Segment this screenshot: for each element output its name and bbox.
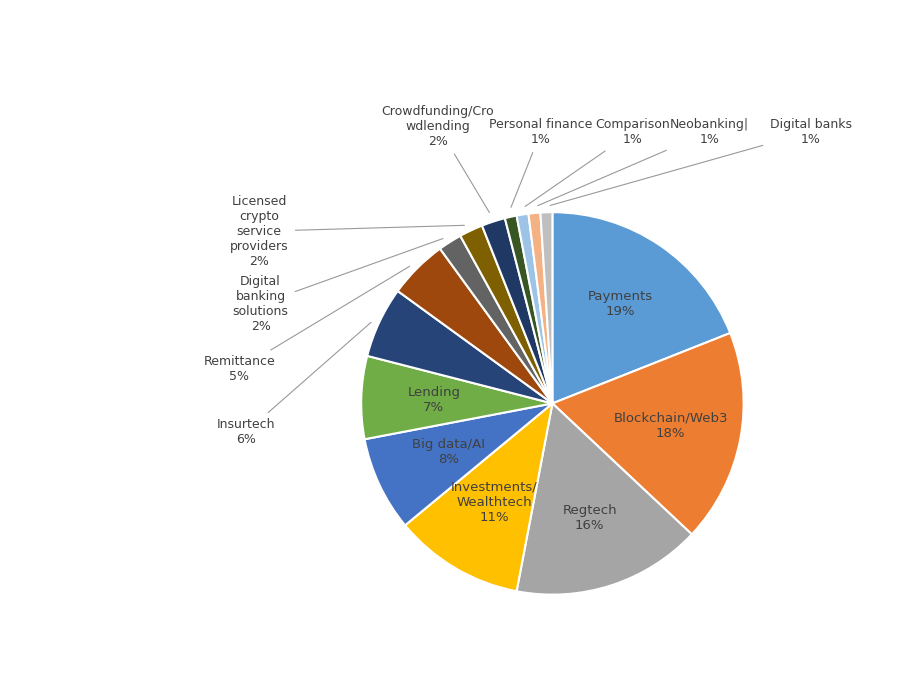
Text: Personal finance
1%: Personal finance 1% <box>489 118 592 207</box>
Wedge shape <box>516 404 691 595</box>
Wedge shape <box>460 225 552 404</box>
Wedge shape <box>552 212 730 404</box>
Wedge shape <box>405 404 552 591</box>
Text: Regtech
16%: Regtech 16% <box>562 504 616 532</box>
Wedge shape <box>482 218 552 404</box>
Wedge shape <box>397 249 552 404</box>
Wedge shape <box>528 213 552 404</box>
Wedge shape <box>367 291 552 404</box>
Text: Comparison
1%: Comparison 1% <box>524 118 669 207</box>
Wedge shape <box>516 214 552 404</box>
Wedge shape <box>539 212 552 404</box>
Wedge shape <box>552 333 743 534</box>
Text: Neobanking|
1%: Neobanking| 1% <box>537 118 748 206</box>
Text: Licensed
crypto
service
providers
2%: Licensed crypto service providers 2% <box>230 195 464 268</box>
Text: Digital
banking
solutions
2%: Digital banking solutions 2% <box>233 238 443 333</box>
Wedge shape <box>439 236 552 404</box>
Text: Blockchain/Web3
18%: Blockchain/Web3 18% <box>612 412 727 440</box>
Text: Crowdfunding/Cro
wdlending
2%: Crowdfunding/Cro wdlending 2% <box>381 105 493 212</box>
Wedge shape <box>504 216 552 404</box>
Text: Lending
7%: Lending 7% <box>407 386 460 413</box>
Text: Big data/AI
8%: Big data/AI 8% <box>411 438 484 466</box>
Text: Insurtech
6%: Insurtech 6% <box>216 322 371 446</box>
Wedge shape <box>361 356 552 440</box>
Text: Remittance
5%: Remittance 5% <box>203 266 410 383</box>
Wedge shape <box>364 404 552 525</box>
Text: Payments
19%: Payments 19% <box>587 290 652 318</box>
Text: Digital banks
1%: Digital banks 1% <box>549 118 851 205</box>
Text: Investments/
Wealthtech
11%: Investments/ Wealthtech 11% <box>450 481 537 524</box>
